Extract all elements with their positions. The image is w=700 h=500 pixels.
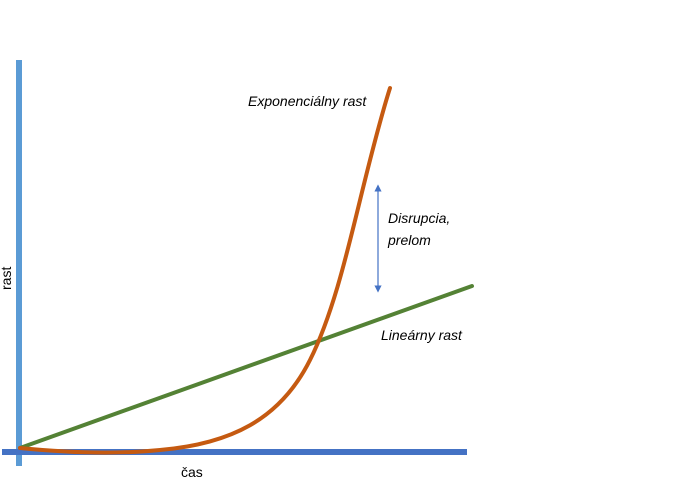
x-axis-label: čas [181,464,203,480]
linear-growth-line [18,284,474,450]
exponential-growth-curve [18,86,392,455]
linear-growth-label: Lineárny rast [381,327,463,343]
disruption-label-line1: Disrupcia, [388,210,450,226]
disruption-label-line2: prelom [387,232,431,248]
exponential-growth-label: Exponenciálny rast [248,93,367,109]
y-axis-label: rast [0,267,14,290]
